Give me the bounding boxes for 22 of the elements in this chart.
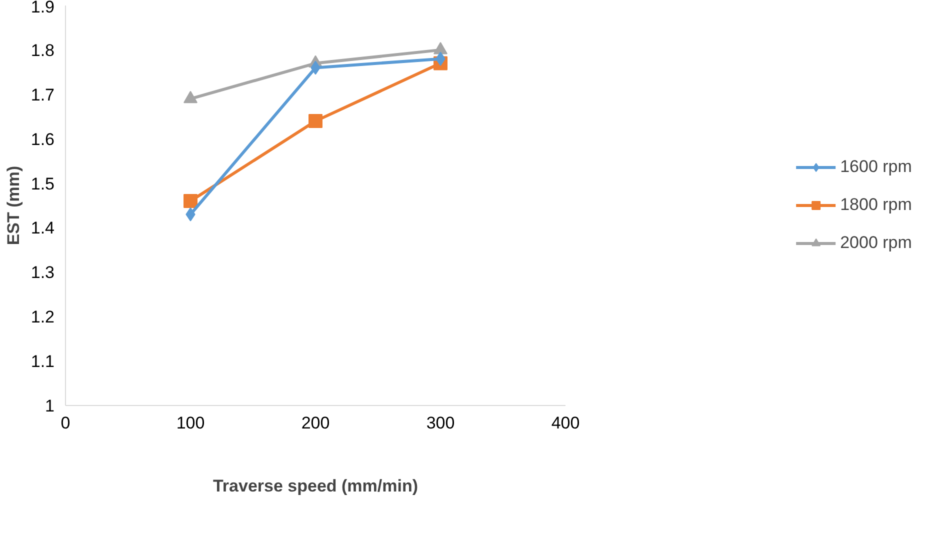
x-tick-label: 200 bbox=[301, 414, 330, 432]
y-tick-label: 1.2 bbox=[30, 308, 55, 327]
y-tick-label: 1.4 bbox=[30, 218, 55, 238]
y-tick-label: 1.6 bbox=[30, 130, 55, 149]
y-tick-label: 1.8 bbox=[30, 40, 55, 60]
y-tick-label: 1.3 bbox=[30, 263, 55, 282]
point bbox=[308, 114, 322, 128]
y-tick-label: 1 bbox=[45, 396, 55, 416]
legend-label: 1600 rpm bbox=[840, 157, 912, 177]
legend-label: 2000 rpm bbox=[840, 233, 912, 253]
y-tick-label: 1.9 bbox=[30, 0, 55, 16]
x-tick-label: 300 bbox=[426, 414, 455, 432]
x-tick-label: 100 bbox=[176, 414, 205, 432]
x-axis-title: Traverse speed (mm/min) bbox=[212, 476, 418, 496]
y-axis-title: EST (mm) bbox=[4, 166, 23, 246]
y-tick-label: 1.1 bbox=[30, 352, 55, 372]
x-tick-label: 400 bbox=[551, 414, 580, 432]
legend-label: 1800 rpm bbox=[840, 195, 912, 215]
y-tick-label: 1.5 bbox=[30, 174, 55, 194]
y-tick-label: 1.7 bbox=[30, 85, 55, 104]
x-tick-label: 0 bbox=[60, 414, 70, 432]
point bbox=[184, 194, 198, 208]
